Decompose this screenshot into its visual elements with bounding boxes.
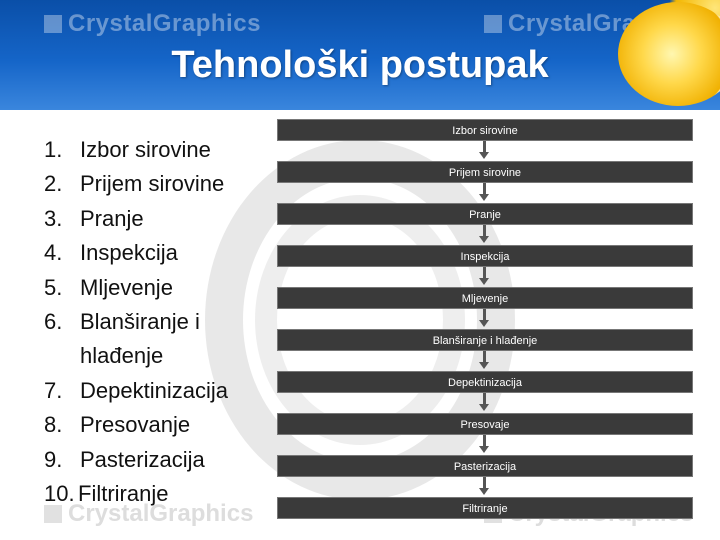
list-item: 4. Inspekcija — [44, 236, 284, 270]
list-item-number: 7. — [44, 377, 63, 403]
slide-title: Tehnološki postupak — [171, 44, 549, 86]
list-item-number: 5. — [44, 274, 63, 300]
list-item: 10. Filtriranje — [44, 477, 284, 511]
flow-box: Inspekcija — [277, 245, 693, 267]
flow-box: Blanširanje i hlađenje — [277, 329, 693, 351]
list-item-number: 1. — [44, 137, 63, 162]
list-item-number: 8. — [44, 412, 63, 438]
flow-box: Mljevenje — [277, 287, 693, 309]
flow-box: Depektinizacija — [277, 371, 693, 393]
flow-box: Pranje — [277, 203, 693, 225]
flow-arrow-icon — [277, 183, 693, 203]
list-item-text: Mljevenje — [80, 274, 173, 300]
list-item: 9. Pasterizacija — [44, 443, 284, 477]
list-item-text: Prijem sirovine — [80, 171, 225, 197]
list-item-text: Inspekcija — [80, 240, 178, 266]
list-item-number: 9. — [44, 446, 63, 472]
list-item-text: Pranje — [80, 205, 144, 231]
flow-arrow-icon — [277, 435, 693, 455]
flow-arrow-icon — [277, 309, 693, 329]
flow-arrow-icon — [277, 141, 693, 161]
list-item-number: 4. — [44, 240, 63, 266]
flow-box: Filtriranje — [277, 497, 693, 519]
list-item-number: 3. — [44, 205, 63, 231]
list-item: 5. Mljevenje — [44, 271, 284, 305]
flow-box: Presovaje — [277, 413, 693, 435]
flow-box: Izbor sirovine — [277, 119, 693, 141]
steps-list: 1. Izbor sirovine 2. Prijem sirovine 3. Pra… — [44, 133, 284, 511]
list-item-text: Pasterizacija — [80, 446, 205, 472]
list-item: 6. Blanširanje i — [44, 305, 284, 339]
lemon-slice-icon — [618, 2, 720, 106]
flow-arrow-icon — [277, 225, 693, 245]
flow-arrow-icon — [277, 477, 693, 497]
flow-box: Prijem sirovine — [277, 161, 693, 183]
list-item-text: hlađenje — [80, 343, 164, 369]
list-item: 3. Pranje — [44, 202, 284, 236]
list-item-number — [44, 339, 80, 373]
list-item-number: 2. — [44, 171, 63, 197]
list-item-text: Filtriranje — [78, 481, 169, 507]
flow-arrow-icon — [277, 393, 693, 413]
list-item-number: 6. — [44, 309, 63, 335]
list-item: 7. Depektinizacija — [44, 374, 284, 408]
list-item: 1. Izbor sirovine — [44, 133, 284, 167]
list-item-text: Izbor sirovine — [80, 137, 211, 162]
list-item-text: Depektinizacija — [80, 377, 228, 403]
list-item-text: Blanširanje i — [80, 309, 200, 335]
process-flow-diagram: Izbor sirovine Prijem sirovine Pranje In… — [277, 119, 693, 519]
slide-header: CrystalGraphics CrystalGraphics Tehnološ… — [0, 0, 720, 110]
list-item: 2. Prijem sirovine — [44, 167, 284, 201]
flow-box: Pasterizacija — [277, 455, 693, 477]
flow-arrow-icon — [277, 267, 693, 287]
watermark-bottom-left: CrystalGraphics — [44, 500, 253, 528]
list-item: 8. Presovanje — [44, 408, 284, 442]
list-item-continuation: hlađenje — [44, 339, 284, 373]
watermark-left: CrystalGraphics — [44, 10, 261, 38]
list-item-number: 10. — [44, 481, 75, 507]
list-item-text: Presovanje — [80, 412, 191, 438]
flow-arrow-icon — [277, 351, 693, 371]
